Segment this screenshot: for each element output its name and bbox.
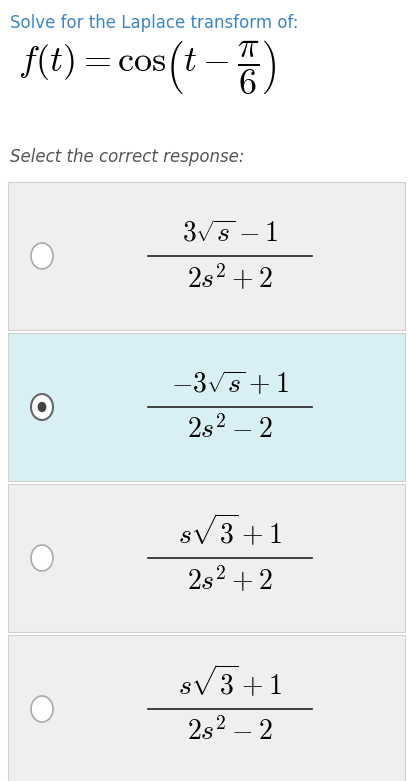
Text: $s\sqrt{3} + 1$: $s\sqrt{3} + 1$ (178, 665, 282, 701)
Ellipse shape (38, 401, 46, 412)
Text: $2s^2 + 2$: $2s^2 + 2$ (187, 264, 273, 294)
Text: Solve for the Laplace transform of:: Solve for the Laplace transform of: (10, 14, 299, 32)
Text: $f(t) = \cos\!\left(t - \dfrac{\pi}{6}\right)$: $f(t) = \cos\!\left(t - \dfrac{\pi}{6}\r… (18, 38, 276, 96)
Ellipse shape (31, 243, 53, 269)
Text: $3\sqrt{s} - 1$: $3\sqrt{s} - 1$ (182, 220, 278, 248)
FancyBboxPatch shape (8, 635, 405, 781)
Text: $-3\sqrt{s} + 1$: $-3\sqrt{s} + 1$ (171, 370, 289, 399)
FancyBboxPatch shape (8, 182, 405, 330)
FancyBboxPatch shape (8, 333, 405, 481)
Text: $2s^2 + 2$: $2s^2 + 2$ (187, 566, 273, 597)
Ellipse shape (31, 394, 53, 420)
Ellipse shape (31, 696, 53, 722)
Text: $2s^2 - 2$: $2s^2 - 2$ (187, 717, 273, 746)
Text: Select the correct response:: Select the correct response: (10, 148, 244, 166)
Text: $2s^2 - 2$: $2s^2 - 2$ (187, 415, 273, 444)
Ellipse shape (31, 545, 53, 571)
Text: $s\sqrt{3} + 1$: $s\sqrt{3} + 1$ (178, 514, 282, 550)
FancyBboxPatch shape (8, 484, 405, 632)
